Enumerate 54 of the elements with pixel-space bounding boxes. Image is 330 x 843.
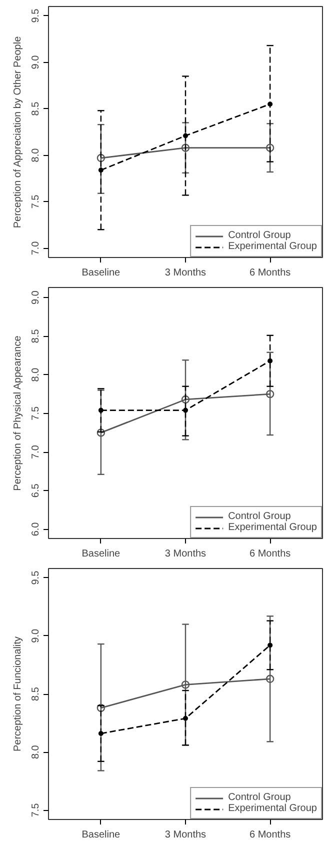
x-tick-label: 6 Months: [250, 830, 291, 840]
legend-label: Experimental Group: [228, 803, 317, 814]
y-tick-label: 7.5: [30, 802, 42, 818]
y-tick-label: 8.5: [30, 101, 42, 116]
point: [266, 390, 274, 398]
y-tick-label: 8.0: [30, 148, 42, 162]
y-tick-label: 8.5: [30, 328, 42, 344]
point: [181, 680, 190, 689]
point: [183, 408, 188, 413]
y-tick-label: 7.5: [30, 194, 42, 209]
y-tick-label: 8.0: [30, 367, 42, 382]
y-tick-label: 6.5: [30, 483, 42, 498]
x-tick-label: 6 Months: [250, 268, 291, 278]
x-tick-label: 3 Months: [164, 830, 206, 840]
y-tick-label: 9.5: [30, 570, 42, 585]
point: [183, 133, 188, 138]
point: [268, 102, 273, 107]
x-tick-label: 3 Months: [164, 268, 206, 278]
y-axis-title: Perception of Physical Appearance: [12, 335, 24, 491]
point: [266, 674, 274, 683]
legend-label: Control Group: [228, 230, 291, 241]
point: [98, 168, 104, 173]
y-axis-title: Perception of Funcionality: [12, 636, 24, 752]
y-axis-title: Perception of Appreciation by Other People: [12, 36, 24, 228]
point: [181, 144, 190, 152]
legend-label: Experimental Group: [228, 241, 317, 252]
y-tick-label: 9.5: [30, 8, 42, 23]
y-tick-label: 8.5: [30, 686, 42, 701]
y-tick-label: 7.5: [30, 406, 42, 420]
legend-label: Control Group: [228, 792, 291, 803]
y-tick-label: 8.0: [30, 744, 42, 760]
y-tick-label: 7.0: [30, 240, 42, 256]
point: [96, 154, 106, 162]
legend-label: Experimental Group: [228, 522, 317, 533]
point: [181, 395, 190, 404]
point: [183, 716, 188, 721]
x-tick-label: 6 Months: [250, 548, 291, 560]
x-tick-label: 3 Months: [164, 548, 206, 560]
legend-label: Control Group: [228, 511, 291, 522]
point: [98, 408, 104, 413]
point: [98, 731, 104, 736]
y-tick-label: 9.0: [30, 628, 42, 643]
x-tick-label: Baseline: [82, 268, 121, 278]
point: [96, 704, 106, 712]
y-tick-label: 6.0: [30, 522, 42, 536]
x-tick-label: Baseline: [82, 548, 121, 560]
y-tick-label: 9.0: [30, 54, 42, 70]
point: [96, 428, 106, 437]
x-tick-label: Baseline: [82, 830, 121, 840]
point: [268, 358, 273, 364]
y-tick-label: 9.0: [30, 290, 42, 304]
point: [268, 642, 273, 648]
y-tick-label: 7.0: [30, 444, 42, 459]
point: [266, 144, 274, 152]
